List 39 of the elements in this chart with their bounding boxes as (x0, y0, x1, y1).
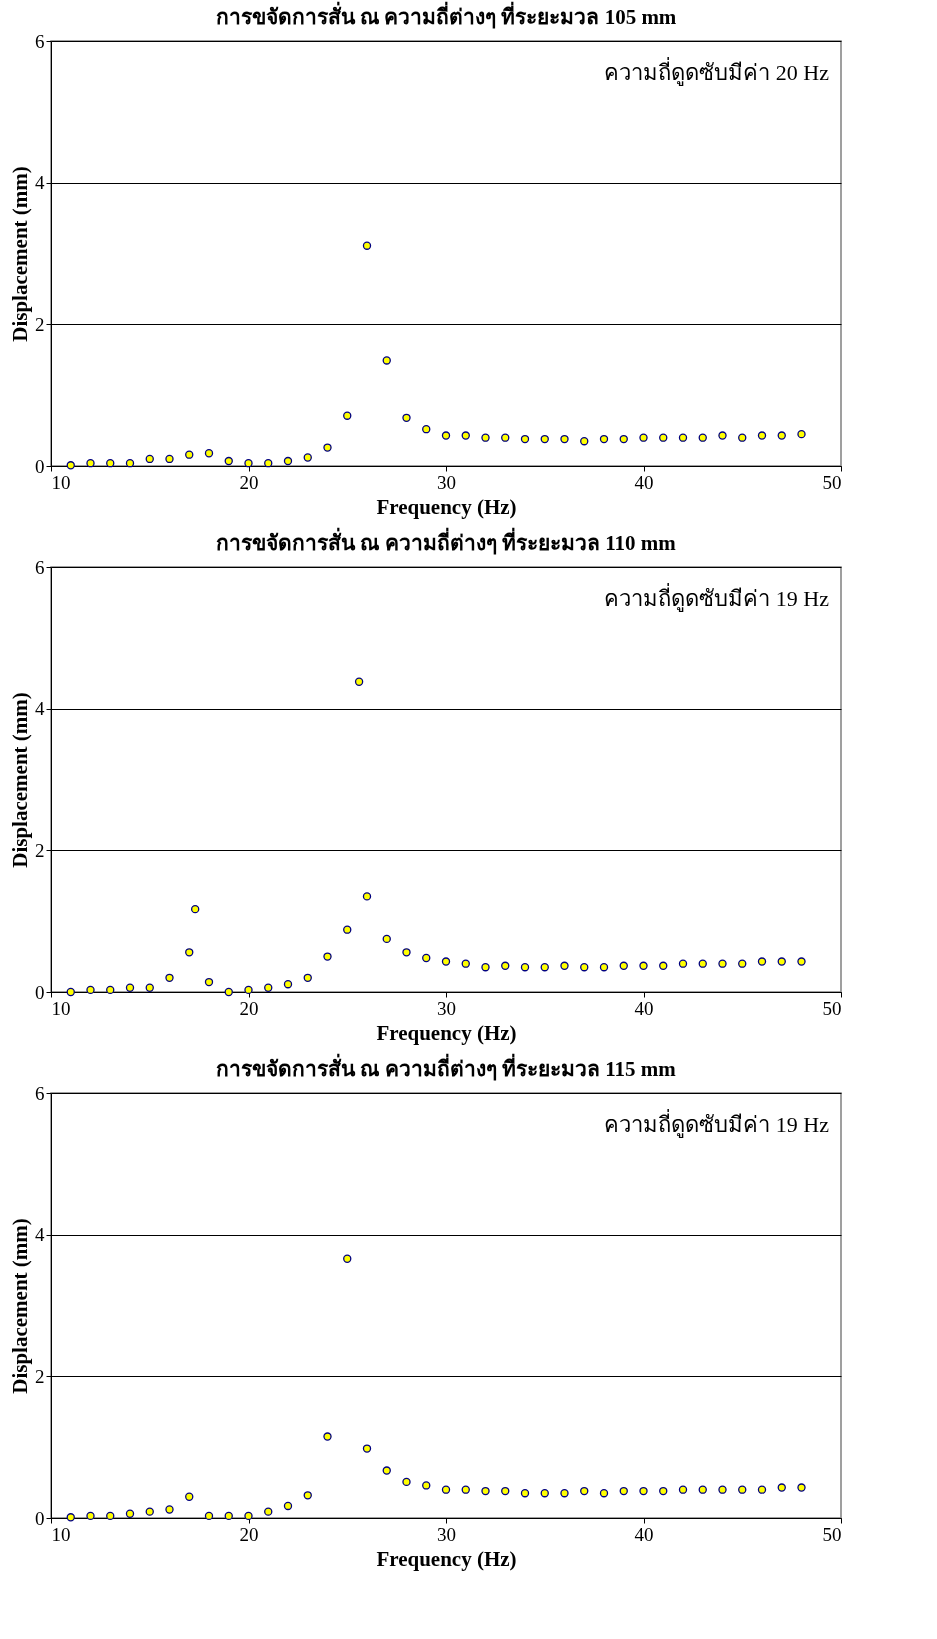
x-tick-label: 10 (51, 997, 71, 1019)
x-tick-label: 10 (51, 1523, 71, 1545)
annotation: ความถี่ดูดซับมีค่า 20 Hz (604, 57, 830, 86)
y-tick-label: 0 (35, 981, 45, 1003)
y-tick-label: 4 (35, 1224, 45, 1246)
y-tick-label: 6 (35, 1082, 45, 1104)
x-tick-label: 20 (239, 1523, 259, 1545)
y-tick-label: 4 (35, 172, 45, 194)
chart-title: การขจัดการสั่น ณ ความถี่ต่างๆ ที่ระยะมวล 110 mm (216, 527, 677, 555)
x-tick-label: 30 (437, 997, 456, 1019)
x-tick-label: 20 (239, 471, 259, 493)
y-tick-label: 6 (35, 30, 45, 52)
chart-title: การขจัดการสั่น ณ ความถี่ต่างๆ ที่ระยะมวล 115 mm (216, 1053, 677, 1081)
x-tick-label: 30 (437, 471, 456, 493)
x-tick-label: 50 (822, 997, 842, 1019)
x-axis-title: Frequency (Hz) (376, 1546, 517, 1571)
x-tick-label: 30 (437, 1523, 456, 1545)
y-tick-label: 2 (35, 839, 45, 861)
y-tick-label: 4 (35, 698, 45, 720)
annotation: ความถี่ดูดซับมีค่า 19 Hz (604, 1109, 830, 1138)
x-axis-title: Frequency (Hz) (376, 1020, 517, 1045)
y-tick-label: 2 (35, 1365, 45, 1387)
x-tick-label: 20 (239, 997, 259, 1019)
y-tick-label: 0 (35, 455, 45, 477)
y-tick-label: 2 (35, 313, 45, 335)
x-axis-title: Frequency (Hz) (376, 494, 517, 519)
chart-title: การขจัดการสั่น ณ ความถี่ต่างๆ ที่ระยะมวล 105 mm (215, 1, 677, 29)
y-tick-label: 0 (35, 1507, 45, 1529)
x-tick-label: 50 (822, 471, 842, 493)
x-tick-label: 40 (634, 1523, 654, 1545)
y-axis-title: Displacement (mm) (8, 692, 32, 868)
y-axis-title: Displacement (mm) (8, 1218, 32, 1394)
y-axis-title: Displacement (mm) (8, 166, 32, 342)
y-tick-label: 6 (35, 556, 45, 578)
annotation: ความถี่ดูดซับมีค่า 19 Hz (604, 583, 830, 612)
x-tick-label: 40 (634, 471, 654, 493)
x-tick-label: 50 (822, 1523, 842, 1545)
x-tick-label: 40 (634, 997, 654, 1019)
x-tick-label: 10 (51, 471, 71, 493)
